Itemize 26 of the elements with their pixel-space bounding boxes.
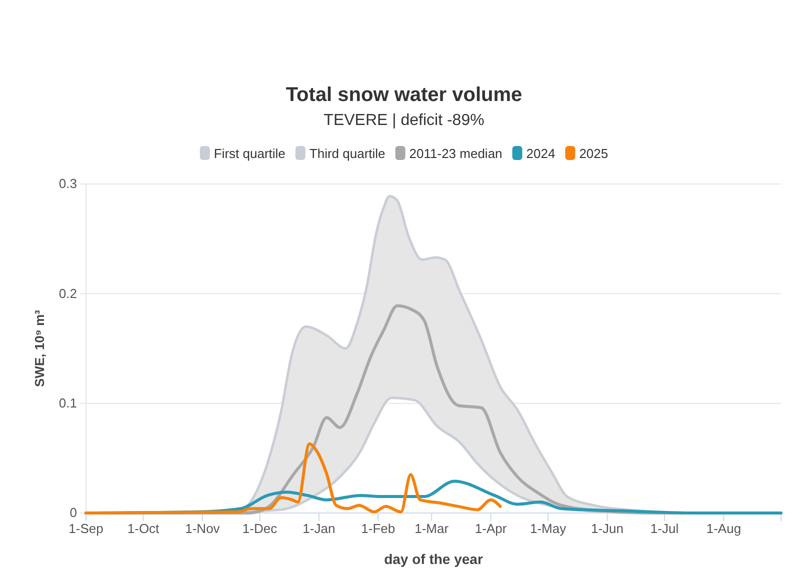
legend-label: 2011-23 median [409, 146, 502, 161]
y-tick-label: 0.1 [58, 395, 77, 410]
y-tick-label: 0 [70, 505, 77, 520]
x-tick-label: 1-Apr [474, 521, 508, 536]
x-tick-label: 1-May [530, 521, 567, 536]
y-tick-label: 0.3 [58, 176, 77, 192]
y-axis-title: SWE, 10⁹ m³ [32, 309, 47, 387]
x-tick-label: 1-Oct [127, 521, 160, 536]
x-tick-label: 1-Dec [242, 521, 278, 536]
x-tick-label: 1-Nov [185, 521, 220, 536]
x-axis-title: day of the year [384, 551, 484, 567]
x-tick-label: 1-Feb [361, 521, 396, 536]
legend-label: First quartile [214, 146, 286, 161]
chart-title: Total snow water volume [286, 84, 522, 106]
x-tick-label: 1-Mar [414, 521, 450, 536]
legend-label: 2024 [526, 146, 556, 161]
x-tick-label: 1-Sep [68, 521, 104, 536]
y-tick-label: 0.2 [58, 286, 77, 301]
x-tick-label: 1-Jul [650, 521, 679, 536]
line-series [84, 442, 502, 514]
x-tick-label: 1-Jun [590, 521, 624, 536]
legend-label: Third quartile [309, 146, 386, 161]
x-tick-label: 1-Aug [706, 521, 742, 536]
chart-subtitle: TEVERE | deficit -89% [324, 112, 484, 129]
x-tick-label: 1-Jan [302, 521, 336, 536]
legend-label: 2025 [579, 146, 608, 161]
